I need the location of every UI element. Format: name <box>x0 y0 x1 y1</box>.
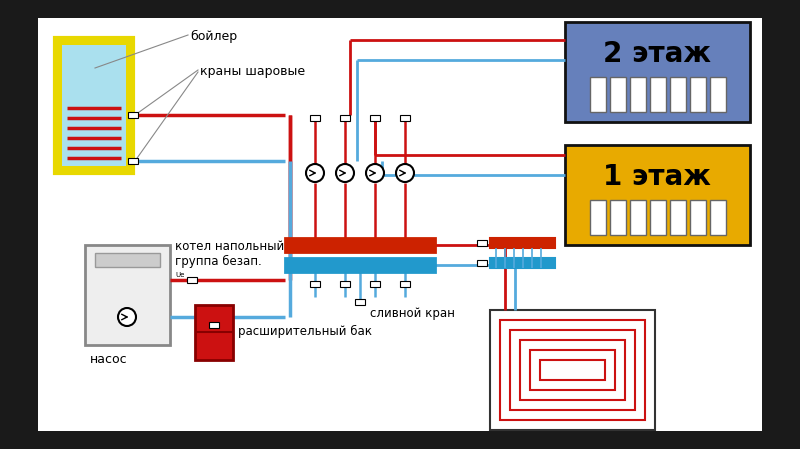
Bar <box>62 45 126 166</box>
Bar <box>355 299 365 305</box>
Bar <box>650 77 666 112</box>
Bar <box>85 245 170 345</box>
Bar <box>565 145 750 245</box>
Bar <box>340 115 350 121</box>
Bar <box>400 115 410 121</box>
Bar <box>55 38 133 173</box>
Bar <box>520 340 625 400</box>
Text: 1 этаж: 1 этаж <box>603 163 711 191</box>
Bar <box>209 322 219 328</box>
Text: группа безап.: группа безап. <box>175 255 262 268</box>
Bar <box>670 200 686 235</box>
Bar <box>500 320 645 420</box>
Text: котел напольный: котел напольный <box>175 240 284 253</box>
Circle shape <box>118 308 136 326</box>
Bar <box>490 258 555 268</box>
Bar <box>710 200 726 235</box>
Bar <box>710 77 726 112</box>
Text: расширительный бак: расширительный бак <box>238 325 372 338</box>
Text: Ue: Ue <box>175 272 185 278</box>
Text: 2 этаж: 2 этаж <box>603 40 711 68</box>
Bar <box>510 330 635 410</box>
Bar <box>540 360 605 380</box>
Bar <box>590 200 606 235</box>
Bar <box>630 77 646 112</box>
Bar <box>370 115 380 121</box>
Bar <box>128 158 138 164</box>
Circle shape <box>396 164 414 182</box>
Text: бойлер: бойлер <box>190 30 237 43</box>
Bar <box>630 200 646 235</box>
Bar <box>340 281 350 287</box>
Bar <box>128 112 138 118</box>
Bar <box>530 350 615 390</box>
Bar <box>565 22 750 122</box>
Text: насос: насос <box>90 353 128 366</box>
Bar <box>477 240 487 246</box>
Bar <box>670 77 686 112</box>
Bar <box>310 281 320 287</box>
Circle shape <box>336 164 354 182</box>
Bar <box>690 200 706 235</box>
Bar <box>477 260 487 266</box>
Circle shape <box>366 164 384 182</box>
Bar <box>285 238 435 252</box>
Bar <box>400 281 410 287</box>
Text: краны шаровые: краны шаровые <box>200 65 305 78</box>
Text: сливной кран: сливной кран <box>370 307 455 320</box>
Bar <box>650 200 666 235</box>
Bar <box>310 115 320 121</box>
Bar <box>370 281 380 287</box>
Bar <box>195 305 233 360</box>
Bar <box>690 77 706 112</box>
Bar <box>490 310 655 430</box>
Bar <box>490 238 555 248</box>
Bar <box>590 77 606 112</box>
Bar <box>610 200 626 235</box>
Bar <box>285 258 435 272</box>
Bar <box>187 277 197 283</box>
Bar <box>95 253 160 267</box>
Bar <box>610 77 626 112</box>
Circle shape <box>306 164 324 182</box>
